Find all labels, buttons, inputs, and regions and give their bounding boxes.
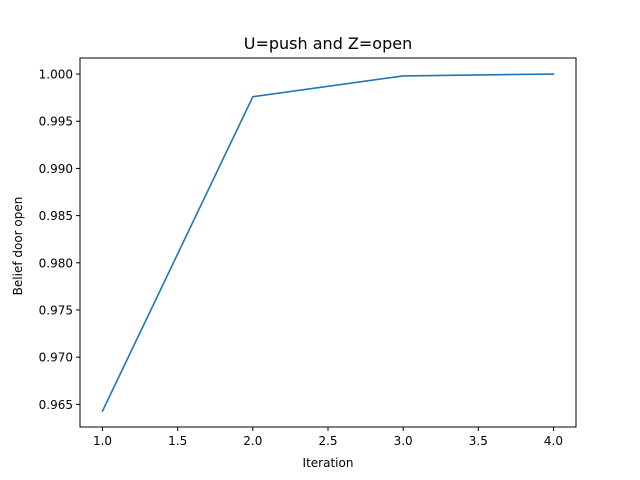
y-tick-label: 0.980 <box>39 256 73 270</box>
x-axis-label: Iteration <box>303 456 354 470</box>
series-lines <box>101 73 555 413</box>
series-line-0 <box>101 73 555 413</box>
y-axis-label: Belief door open <box>11 197 25 296</box>
y-tick-label: 0.965 <box>39 398 73 412</box>
x-tick-label: 2.0 <box>243 434 262 448</box>
x-tick-label: 3.5 <box>469 434 488 448</box>
chart-title: U=push and Z=open <box>244 34 412 53</box>
y-tick-label: 0.970 <box>39 351 73 365</box>
x-tick-label: 3.0 <box>394 434 413 448</box>
y-axis-ticks: 0.965 0.970 0.975 0.980 0.985 0.990 0.995 1.000 <box>39 68 80 412</box>
y-tick-label: 0.995 <box>39 115 73 129</box>
x-tick-label: 2.5 <box>318 434 337 448</box>
y-tick-label: 0.985 <box>39 209 73 223</box>
x-axis-ticks: 1.0 1.5 2.0 2.5 3.0 3.5 4.0 <box>93 427 563 448</box>
y-tick-label: 0.990 <box>39 162 73 176</box>
x-tick-label: 1.0 <box>93 434 112 448</box>
x-tick-label: 4.0 <box>544 434 563 448</box>
y-tick-label: 1.000 <box>39 68 73 82</box>
y-tick-label: 0.975 <box>39 303 73 317</box>
x-tick-label: 1.5 <box>168 434 187 448</box>
plot-area-frame <box>79 57 577 428</box>
